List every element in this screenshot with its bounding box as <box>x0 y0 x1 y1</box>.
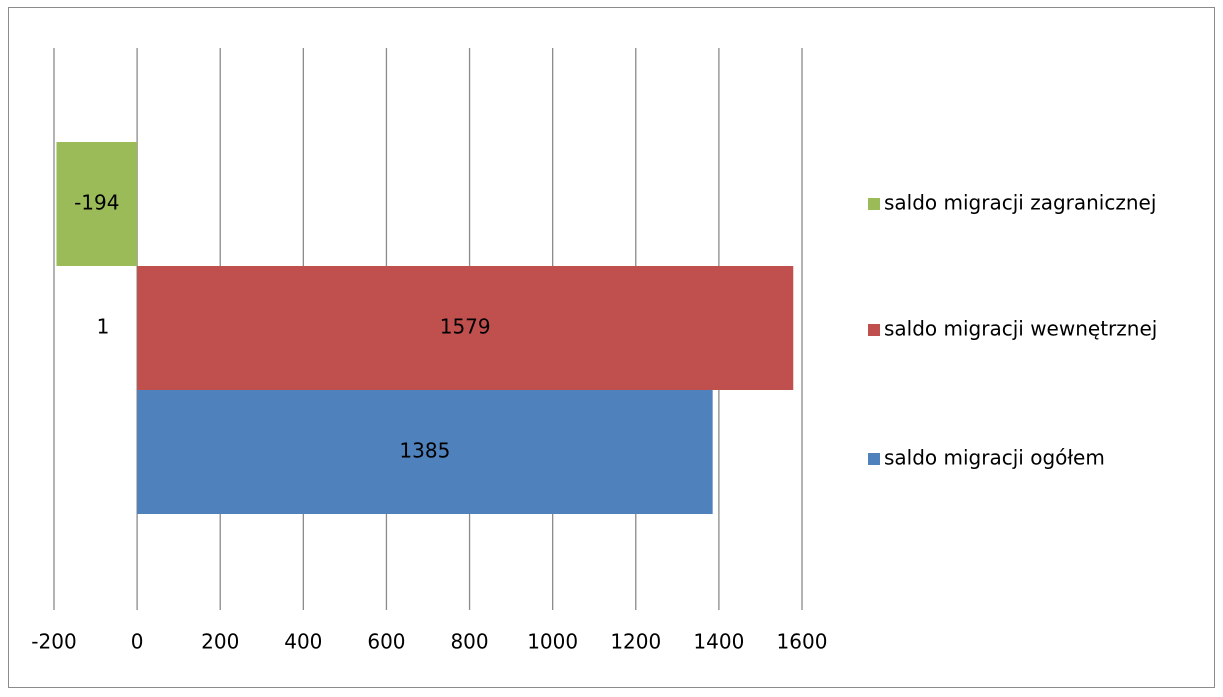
bars <box>56 142 794 514</box>
x-tick-label: 1400 <box>693 630 744 654</box>
x-tick-label: -200 <box>31 630 76 654</box>
bar <box>56 142 138 266</box>
x-tick-label: 600 <box>367 630 405 654</box>
legend-label: saldo migracji wewnętrznej <box>884 317 1157 341</box>
y-axis-categories: 1 <box>97 315 110 339</box>
x-tick-label: 1000 <box>527 630 578 654</box>
legend-swatch <box>868 324 880 336</box>
x-tick-label: 800 <box>450 630 488 654</box>
data-label: 1385 <box>399 439 450 463</box>
data-label: -194 <box>74 191 119 215</box>
x-tick-label: 1600 <box>777 630 828 654</box>
data-label: 1579 <box>440 315 491 339</box>
bar <box>137 266 794 390</box>
x-axis-ticks: -200 0 200 400 600 800 1000 1200 1400 1600 <box>31 630 827 654</box>
bar <box>137 390 713 514</box>
data-labels: 1385 1579 -194 <box>74 191 491 463</box>
x-tick-label: 1200 <box>610 630 661 654</box>
x-tick-label: 400 <box>284 630 322 654</box>
legend-swatch <box>868 198 880 210</box>
y-category-label: 1 <box>97 315 110 339</box>
x-tick-label: 200 <box>201 630 239 654</box>
legend-label: saldo migracji zagranicznej <box>884 191 1156 215</box>
legend: saldo migracji zagranicznej saldo migracj… <box>868 191 1157 470</box>
x-tick-label: 0 <box>131 630 144 654</box>
legend-label: saldo migracji ogółem <box>884 446 1105 470</box>
legend-swatch <box>868 453 880 465</box>
